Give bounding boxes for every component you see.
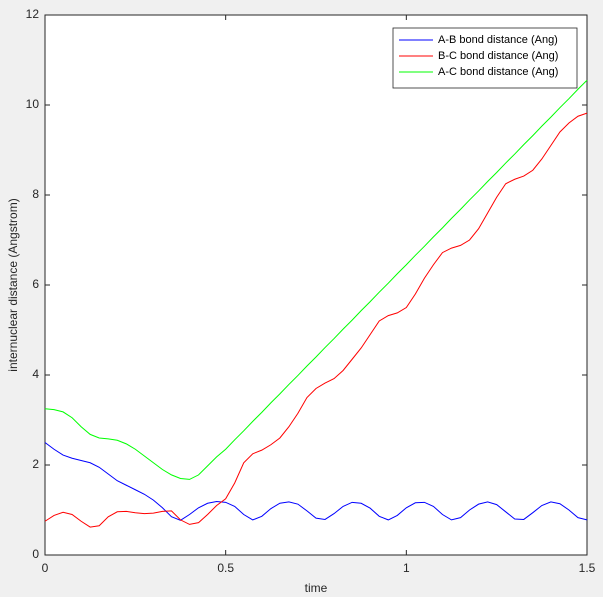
series-line [44,79,588,480]
x-tick-label: 1.5 [579,561,596,575]
plot-area [45,15,587,555]
series-line [44,112,588,528]
y-tick-label: 6 [32,277,39,291]
series-line [44,442,588,521]
y-tick-label: 0 [32,547,39,561]
legend-box [392,27,578,89]
legend-label: A-B bond distance (Ang) [438,34,558,46]
legend-label: A-C bond distance (Ang) [438,66,558,78]
x-axis-label: time [305,581,328,595]
y-tick-label: 8 [32,187,39,201]
y-axis-label: internuclear distance (Angstrom) [6,198,20,371]
y-tick-label: 12 [26,7,40,21]
y-tick-label: 4 [32,367,39,381]
x-tick-label: 0.5 [217,561,234,575]
x-tick-label: 0 [42,561,49,575]
axes-box [44,14,588,556]
legend-label: B-C bond distance (Ang) [438,50,558,62]
y-tick-label: 2 [32,457,39,471]
y-tick-label: 10 [26,97,40,111]
x-tick-label: 1 [403,561,410,575]
